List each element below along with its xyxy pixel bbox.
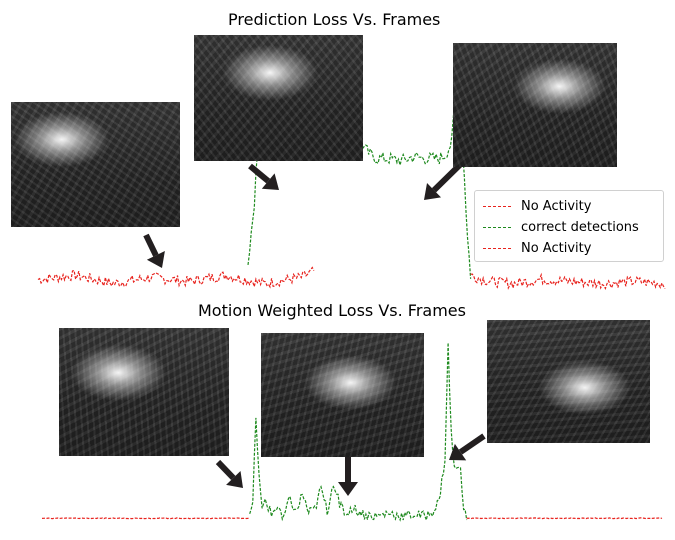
legend-entry-no-activity-1: No Activity	[483, 197, 591, 215]
top-left-frame	[11, 102, 180, 227]
bottom-chart-title: Motion Weighted Loss Vs. Frames	[198, 301, 466, 320]
legend-entry-no-activity-2: No Activity	[483, 239, 591, 257]
bottom-middle-frame	[261, 333, 424, 457]
bottom-left-frame	[59, 328, 229, 456]
legend-entry-correct-detections: correct detections	[483, 218, 639, 236]
pointer-arrow-icon	[215, 459, 243, 488]
bottom-right-frame	[487, 320, 650, 443]
pointer-arrow-icon	[449, 433, 486, 461]
legend-line-green-icon	[483, 226, 511, 228]
legend: No Activity correct detections No Activi…	[474, 190, 664, 262]
chart1-series-1-line	[37, 266, 315, 289]
pointer-arrow-icon	[248, 163, 279, 190]
legend-label: No Activity	[521, 240, 592, 256]
chart1-series-3-line	[470, 272, 666, 291]
chart2-series-1-line	[41, 517, 250, 520]
legend-label: correct detections	[521, 219, 639, 235]
top-chart-title: Prediction Loss Vs. Frames	[228, 10, 441, 29]
chart2-series-3-line	[466, 517, 663, 520]
top-right-frame	[453, 43, 617, 167]
legend-label: No Activity	[521, 198, 592, 214]
legend-line-red-1-icon	[483, 205, 511, 207]
legend-line-red-2-icon	[483, 247, 511, 249]
pointer-arrow-icon	[143, 233, 165, 268]
top-middle-frame	[194, 35, 363, 161]
pointer-arrow-icon	[338, 457, 358, 496]
